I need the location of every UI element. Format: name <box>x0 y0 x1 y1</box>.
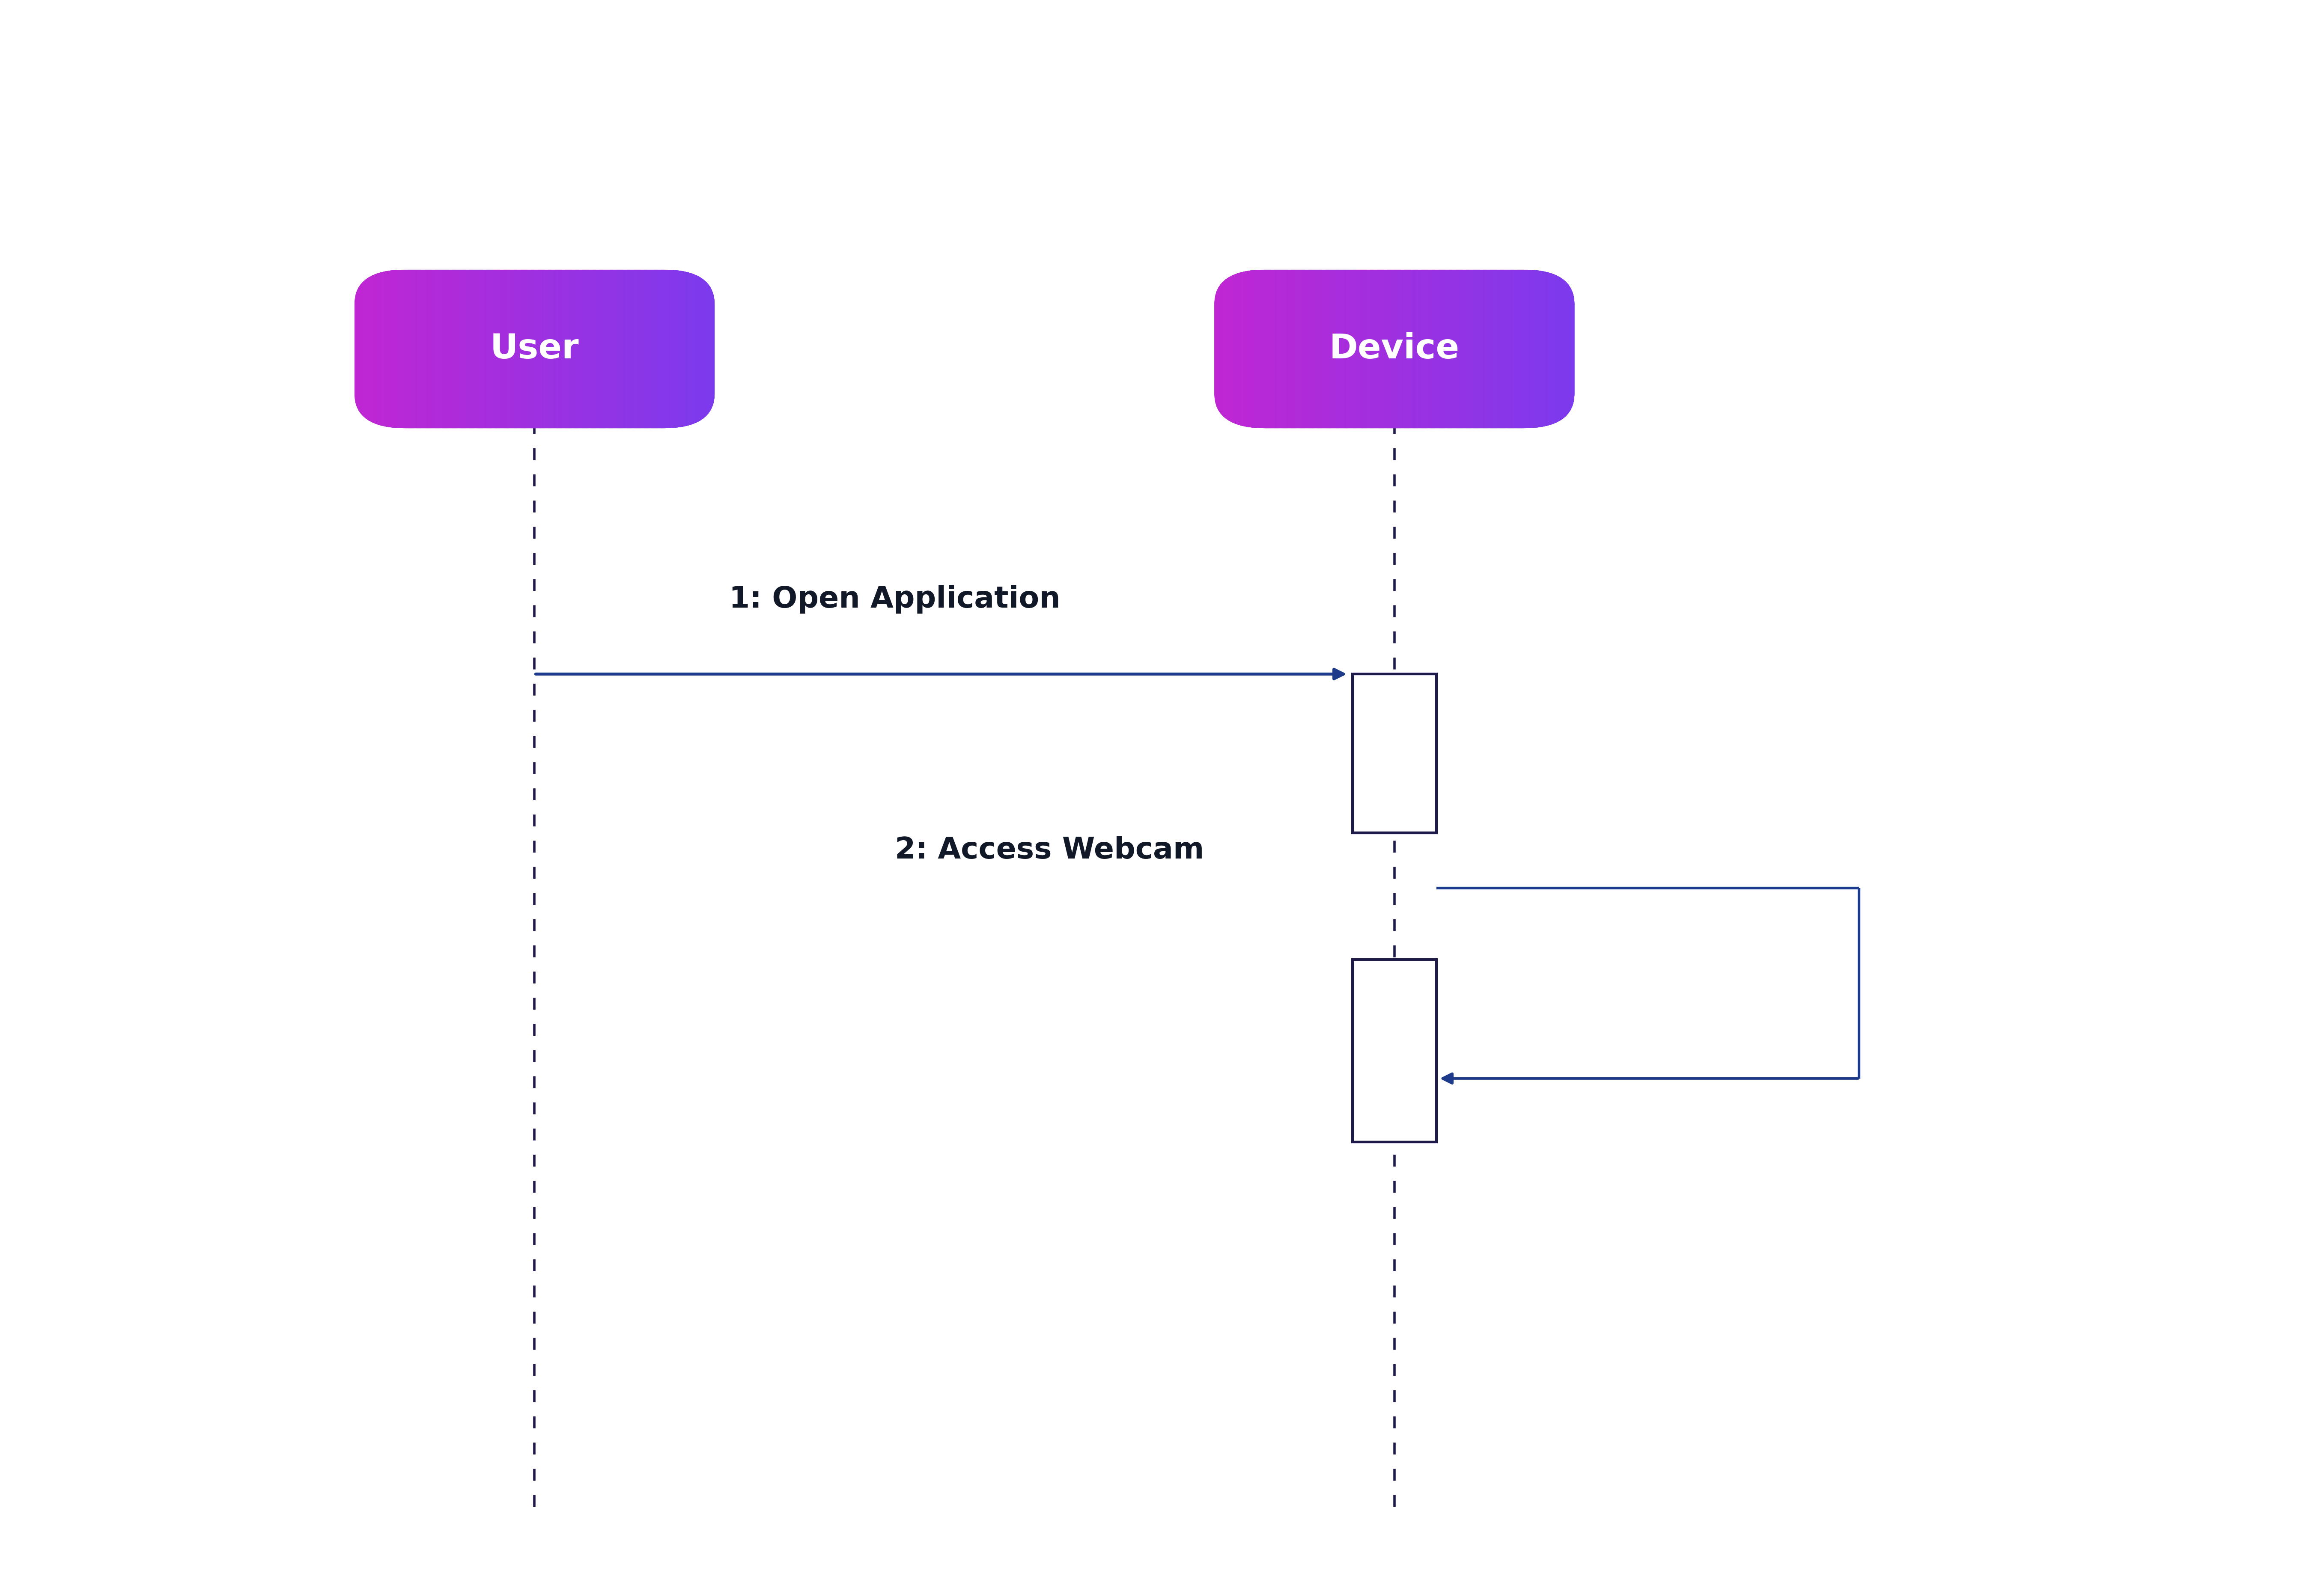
FancyBboxPatch shape <box>1213 270 1576 428</box>
Bar <box>1353 960 1436 1142</box>
Text: Device: Device <box>1329 331 1459 366</box>
Bar <box>1353 674 1436 833</box>
Text: 1: Open Application: 1: Open Application <box>730 585 1060 614</box>
FancyBboxPatch shape <box>356 270 716 428</box>
Text: User: User <box>490 331 579 366</box>
Text: 2: Access Webcam: 2: Access Webcam <box>895 836 1204 864</box>
